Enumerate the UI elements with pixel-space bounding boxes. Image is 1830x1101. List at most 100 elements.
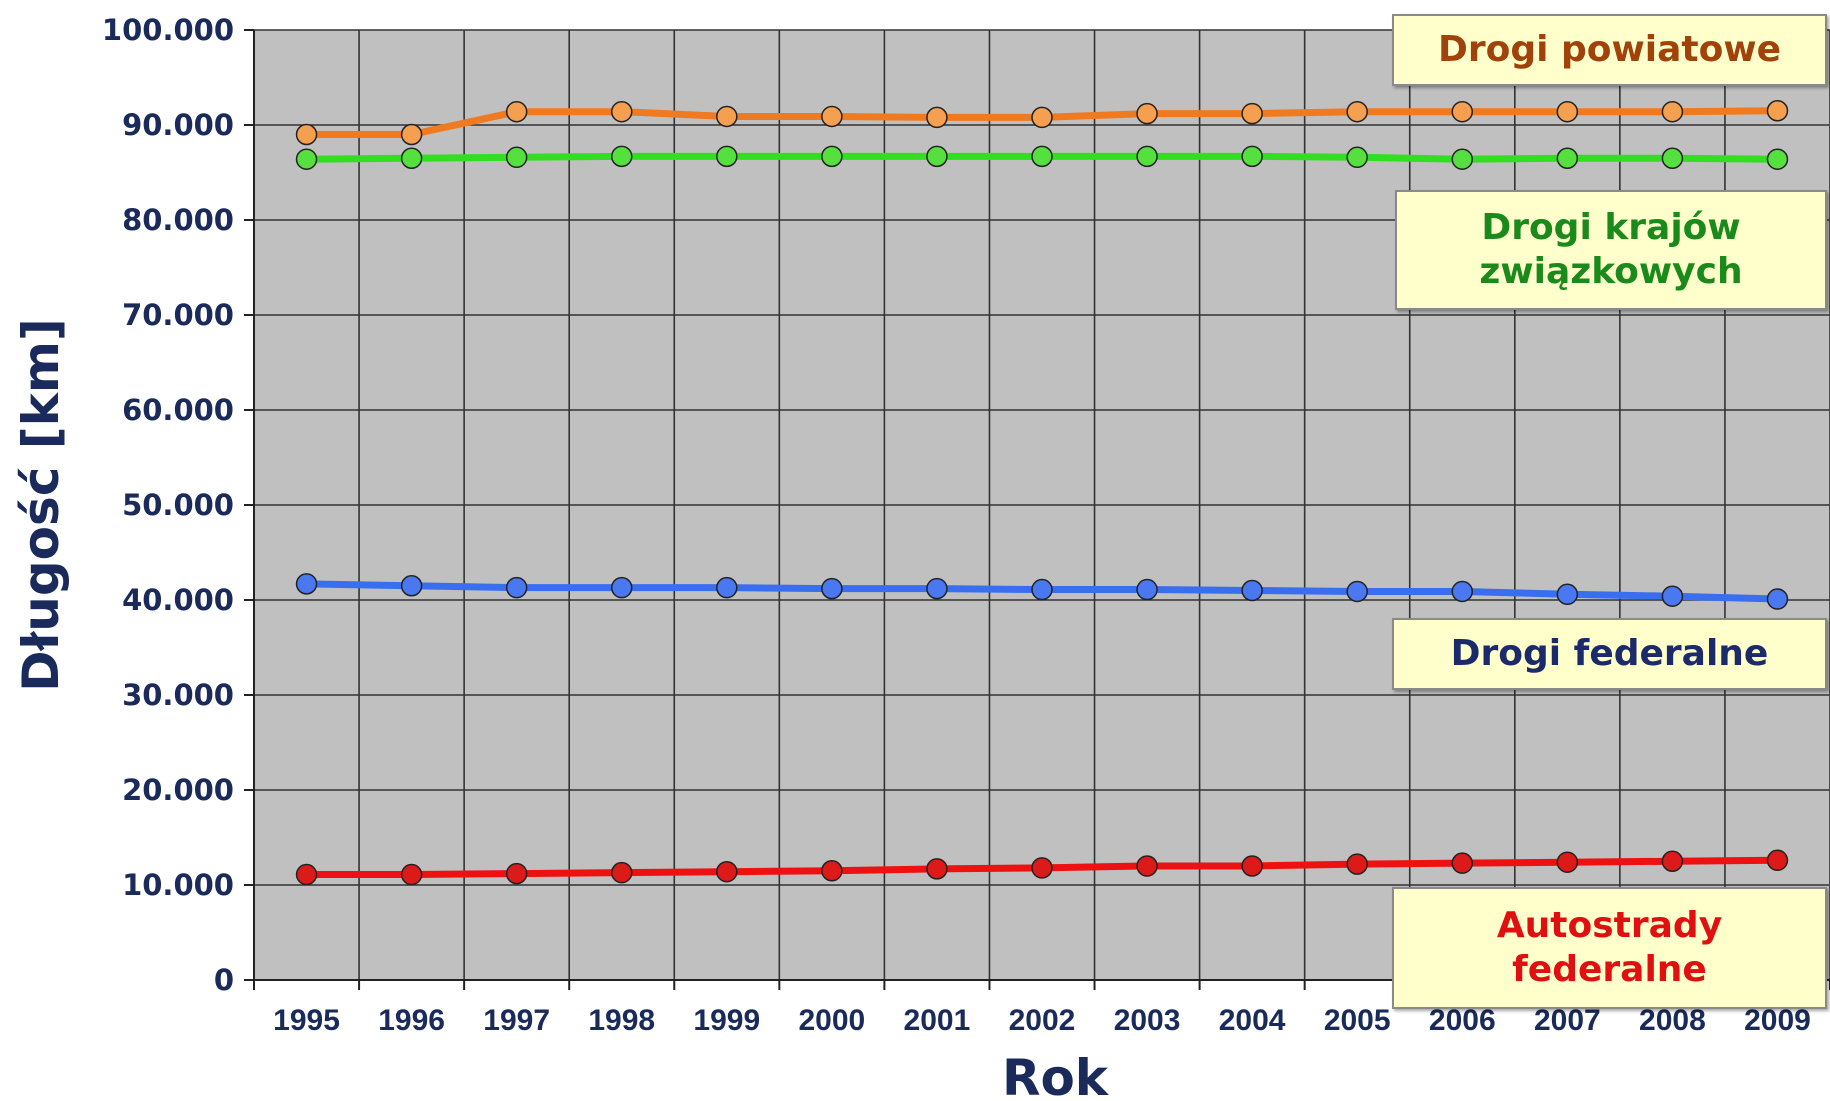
data-point-autostrady-federalne-1998 <box>610 861 633 884</box>
y-tick-label-6: 60.000 <box>122 393 234 427</box>
data-point-autostrady-federalne-2009 <box>1766 849 1789 872</box>
series-drogi-federalne <box>295 573 1789 610</box>
data-point-drogi-krajów-związkowych-1999 <box>716 145 738 168</box>
x-tick-label-1996: 1996 <box>378 1004 445 1037</box>
data-point-drogi-powiatowe-2008 <box>1661 100 1684 123</box>
y-tick-label-4: 40.000 <box>122 583 234 617</box>
series-drogi-krajów-związkowych <box>295 145 1789 170</box>
data-point-drogi-powiatowe-2002 <box>1031 106 1053 129</box>
x-tick-label-1998: 1998 <box>588 1004 655 1037</box>
x-tick-label-1995: 1995 <box>273 1004 340 1037</box>
data-point-drogi-powiatowe-2003 <box>1136 102 1158 125</box>
data-point-autostrady-federalne-1996 <box>400 863 423 886</box>
legend-entry-1: Drogi krajów związkowych <box>1395 190 1827 310</box>
y-tick-label-8: 80.000 <box>122 203 234 237</box>
data-point-drogi-powiatowe-2007 <box>1556 100 1579 123</box>
data-point-drogi-krajów-związkowych-1997 <box>505 146 528 169</box>
data-point-drogi-krajów-związkowych-2005 <box>1346 146 1368 169</box>
data-point-drogi-krajów-związkowych-2004 <box>1241 145 1263 168</box>
data-point-drogi-powiatowe-2004 <box>1241 102 1263 125</box>
data-point-autostrady-federalne-1995 <box>295 863 318 886</box>
data-point-drogi-powiatowe-1995 <box>295 123 318 146</box>
x-tick-label-2007: 2007 <box>1534 1004 1601 1037</box>
data-point-drogi-powiatowe-2006 <box>1451 100 1474 123</box>
data-point-drogi-federalne-2002 <box>1031 578 1053 601</box>
x-tick-label-2004: 2004 <box>1219 1004 1286 1037</box>
legend-label: Drogi powiatowe <box>1437 29 1782 70</box>
data-point-autostrady-federalne-2007 <box>1556 851 1579 873</box>
data-point-autostrady-federalne-1999 <box>716 860 738 883</box>
data-point-drogi-federalne-1996 <box>400 575 423 597</box>
data-point-autostrady-federalne-2005 <box>1346 853 1368 875</box>
data-point-autostrady-federalne-2000 <box>821 860 843 882</box>
y-tick-label-1: 10.000 <box>122 868 234 902</box>
series-drogi-powiatowe <box>295 100 1789 146</box>
data-point-drogi-powiatowe-1996 <box>400 123 423 146</box>
data-point-drogi-krajów-związkowych-2001 <box>926 145 948 168</box>
y-tick-label-2: 20.000 <box>122 773 234 807</box>
y-axis-title: Długość [km] <box>12 318 70 692</box>
x-tick-label-2003: 2003 <box>1114 1004 1181 1037</box>
data-point-autostrady-federalne-2004 <box>1241 855 1263 877</box>
y-tick-label-7: 70.000 <box>122 298 234 332</box>
y-tick-label-5: 50.000 <box>122 488 234 522</box>
data-point-drogi-krajów-związkowych-1998 <box>610 145 633 168</box>
data-point-drogi-federalne-2007 <box>1556 583 1579 606</box>
data-point-drogi-powiatowe-1999 <box>716 105 738 128</box>
data-point-drogi-federalne-2005 <box>1346 580 1368 603</box>
x-tick-labels: 1995 1996 1997 1998 1999 2000 2001 2002 2003 2004… <box>273 1004 1811 1037</box>
data-point-drogi-federalne-2001 <box>926 577 948 600</box>
data-point-drogi-krajów-związkowych-2000 <box>821 145 843 168</box>
x-tick-label-2005: 2005 <box>1324 1004 1391 1037</box>
legend-label: Drogi krajów związkowych <box>1479 207 1743 292</box>
data-point-drogi-powiatowe-1997 <box>505 100 528 123</box>
x-tick-label-1999: 1999 <box>693 1004 760 1037</box>
x-tick-label-2002: 2002 <box>1009 1004 1076 1037</box>
x-tick-label-2006: 2006 <box>1429 1004 1496 1037</box>
data-point-drogi-federalne-2004 <box>1241 579 1263 602</box>
data-point-drogi-federalne-1995 <box>295 573 318 595</box>
x-tick-label-2001: 2001 <box>904 1004 971 1037</box>
y-tick-label-0: 0 <box>214 963 234 997</box>
data-point-drogi-federalne-2003 <box>1136 578 1158 601</box>
data-point-drogi-krajów-związkowych-2009 <box>1766 148 1789 170</box>
data-point-drogi-powiatowe-2001 <box>926 106 948 129</box>
y-tick-label-10: 100.000 <box>102 13 234 47</box>
data-point-drogi-federalne-2009 <box>1766 588 1789 610</box>
data-point-autostrady-federalne-2006 <box>1451 852 1474 874</box>
y-tick-label-9: 90.000 <box>122 108 234 142</box>
data-point-drogi-powiatowe-2005 <box>1346 100 1368 123</box>
series-autostrady-federalne <box>295 849 1789 886</box>
data-point-drogi-federalne-2008 <box>1661 585 1684 607</box>
data-point-autostrady-federalne-1997 <box>505 862 528 885</box>
data-point-drogi-federalne-1997 <box>505 576 528 599</box>
legend-entry-2: Drogi federalne <box>1392 618 1827 690</box>
data-point-autostrady-federalne-2001 <box>926 858 948 880</box>
x-tick-label-2009: 2009 <box>1744 1004 1811 1037</box>
data-point-drogi-krajów-związkowych-1996 <box>400 147 423 169</box>
legend-entry-3: Autostrady federalne <box>1392 887 1827 1009</box>
data-point-drogi-powiatowe-2009 <box>1766 100 1789 122</box>
series-group <box>295 100 1789 886</box>
data-point-autostrady-federalne-2003 <box>1136 855 1158 877</box>
data-point-drogi-krajów-związkowych-2008 <box>1661 147 1684 169</box>
x-axis-title: Rok <box>1002 1049 1110 1101</box>
legend-entry-0: Drogi powiatowe <box>1392 14 1827 86</box>
data-point-drogi-federalne-1999 <box>716 576 738 599</box>
x-tick-label-1997: 1997 <box>483 1004 550 1037</box>
data-point-drogi-federalne-2006 <box>1451 580 1474 603</box>
data-point-drogi-krajów-związkowych-2006 <box>1451 148 1474 170</box>
y-tick-label-3: 30.000 <box>122 678 234 712</box>
data-point-autostrady-federalne-2008 <box>1661 850 1684 872</box>
x-tick-label-2000: 2000 <box>798 1004 865 1037</box>
data-point-drogi-krajów-związkowych-2003 <box>1136 145 1158 168</box>
legend-label: Autostrady federalne <box>1496 905 1723 990</box>
data-point-drogi-powiatowe-2000 <box>821 105 843 128</box>
x-tick-label-2008: 2008 <box>1639 1004 1706 1037</box>
y-tick-labels: 0 10.000 20.000 30.000 40.000 50.000 60.000 70.… <box>102 13 234 997</box>
data-point-drogi-krajów-związkowych-2007 <box>1556 147 1579 169</box>
data-point-drogi-krajów-związkowych-2002 <box>1031 145 1053 168</box>
data-point-drogi-federalne-2000 <box>821 577 843 600</box>
data-point-drogi-federalne-1998 <box>610 576 633 599</box>
